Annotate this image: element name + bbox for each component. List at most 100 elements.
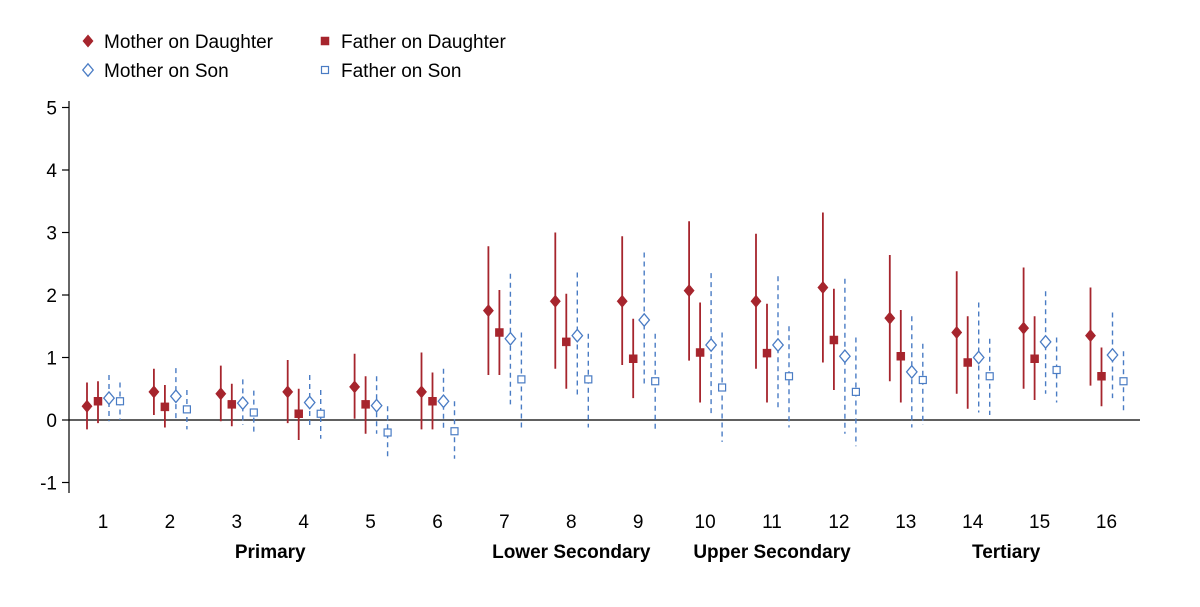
- data-point: [985, 372, 994, 381]
- data-point: [683, 284, 695, 298]
- data-point: [294, 409, 303, 418]
- y-tick-label: 1: [46, 349, 57, 370]
- data-point: [1084, 329, 1097, 343]
- data-point: [951, 325, 963, 340]
- data-point: [504, 331, 517, 346]
- data-point: [1097, 372, 1106, 381]
- group-label: Primary: [235, 542, 306, 563]
- y-tick-label: 5: [46, 99, 57, 120]
- group-label: Tertiary: [972, 542, 1041, 563]
- data-point: [316, 409, 325, 418]
- data-point: [1018, 321, 1030, 335]
- x-tick-label: 8: [566, 512, 577, 533]
- x-tick-label: 15: [1029, 512, 1050, 533]
- legend-item: Father on Daughter: [320, 32, 506, 53]
- data-point: [115, 397, 125, 406]
- series-father-on-son: [115, 326, 1128, 459]
- x-tick-label: 13: [895, 512, 916, 533]
- data-point: [628, 354, 638, 363]
- data-point: [227, 400, 237, 409]
- data-point: [1052, 365, 1061, 375]
- data-point: [717, 383, 727, 392]
- data-point: [349, 380, 361, 394]
- legend-item: Father on Son: [320, 61, 461, 82]
- x-tick-label: 11: [762, 512, 782, 533]
- data-point: [182, 405, 191, 414]
- legend-label: Mother on Son: [104, 61, 229, 82]
- data-point: [838, 349, 851, 364]
- data-point: [817, 280, 829, 295]
- x-tick-label: 5: [365, 512, 376, 533]
- data-point: [1030, 354, 1039, 363]
- x-tick-label: 2: [165, 512, 176, 533]
- data-point: [784, 372, 794, 381]
- data-point: [215, 387, 227, 401]
- data-point: [549, 294, 561, 308]
- x-tick-label: 16: [1096, 512, 1117, 533]
- data-point: [102, 390, 116, 406]
- legend-marker: [320, 65, 330, 75]
- data-point: [1119, 377, 1128, 386]
- data-point: [160, 402, 170, 412]
- legend-label: Mother on Daughter: [104, 32, 274, 53]
- legend-marker: [81, 62, 95, 78]
- data-point: [148, 385, 160, 399]
- x-tick-label: 10: [695, 512, 716, 533]
- data-point: [771, 337, 785, 353]
- data-point: [905, 364, 918, 380]
- group-label: Lower Secondary: [492, 542, 651, 563]
- legend-item: Mother on Daughter: [82, 32, 274, 53]
- group-label: Upper Secondary: [693, 542, 851, 563]
- y-tick-label: 2: [46, 286, 57, 307]
- data-point: [517, 375, 526, 384]
- data-point: [93, 397, 103, 406]
- data-point: [638, 312, 651, 328]
- x-axis: 1 2 3 4 5 6 7 8 9 10 11 12 13 14 15 16: [98, 512, 1117, 533]
- data-point: [651, 377, 660, 386]
- data-point: [851, 387, 861, 396]
- data-point: [963, 358, 972, 367]
- data-point: [370, 398, 383, 413]
- x-tick-label: 14: [962, 512, 984, 533]
- data-point: [383, 428, 392, 437]
- data-point: [695, 348, 705, 357]
- series-mother-on-son: [102, 252, 1119, 434]
- data-point: [249, 408, 258, 417]
- x-tick-label: 6: [432, 512, 443, 533]
- data-point: [282, 385, 294, 399]
- series-father-on-daughter: [93, 288, 1106, 440]
- data-point: [1106, 347, 1119, 363]
- legend-item: Mother on Son: [81, 61, 229, 82]
- data-point: [584, 375, 593, 384]
- legend-marker: [320, 36, 330, 46]
- data-point: [562, 337, 571, 347]
- data-point: [616, 294, 628, 308]
- data-point: [750, 294, 762, 308]
- x-tick-label: 4: [298, 512, 309, 533]
- data-point: [495, 328, 504, 337]
- data-point: [169, 389, 182, 404]
- legend: Mother on Daughter Father on Daughter Moth…: [81, 32, 506, 82]
- y-axis: -1 0 1 2 3 4 5: [40, 99, 70, 495]
- group-labels: Primary Lower Secondary Upper Secondary Ter…: [235, 542, 1041, 563]
- x-tick-label: 12: [828, 512, 849, 533]
- series-layer: [81, 212, 1128, 459]
- data-point: [1039, 334, 1052, 350]
- data-point: [762, 348, 772, 358]
- data-point: [918, 375, 927, 385]
- y-tick-label: -1: [40, 474, 57, 495]
- y-tick-label: 3: [46, 224, 57, 245]
- legend-label: Father on Daughter: [341, 32, 506, 53]
- legend-label: Father on Son: [341, 61, 461, 82]
- data-point: [81, 399, 93, 413]
- legend-marker: [82, 34, 94, 48]
- x-tick-label: 9: [633, 512, 644, 533]
- data-point: [482, 304, 494, 318]
- x-tick-label: 7: [499, 512, 510, 533]
- data-point: [450, 427, 459, 436]
- y-tick-label: 0: [46, 411, 57, 432]
- series-mother-on-daughter: [81, 212, 1097, 430]
- x-tick-label: 3: [232, 512, 243, 533]
- data-point: [972, 350, 985, 365]
